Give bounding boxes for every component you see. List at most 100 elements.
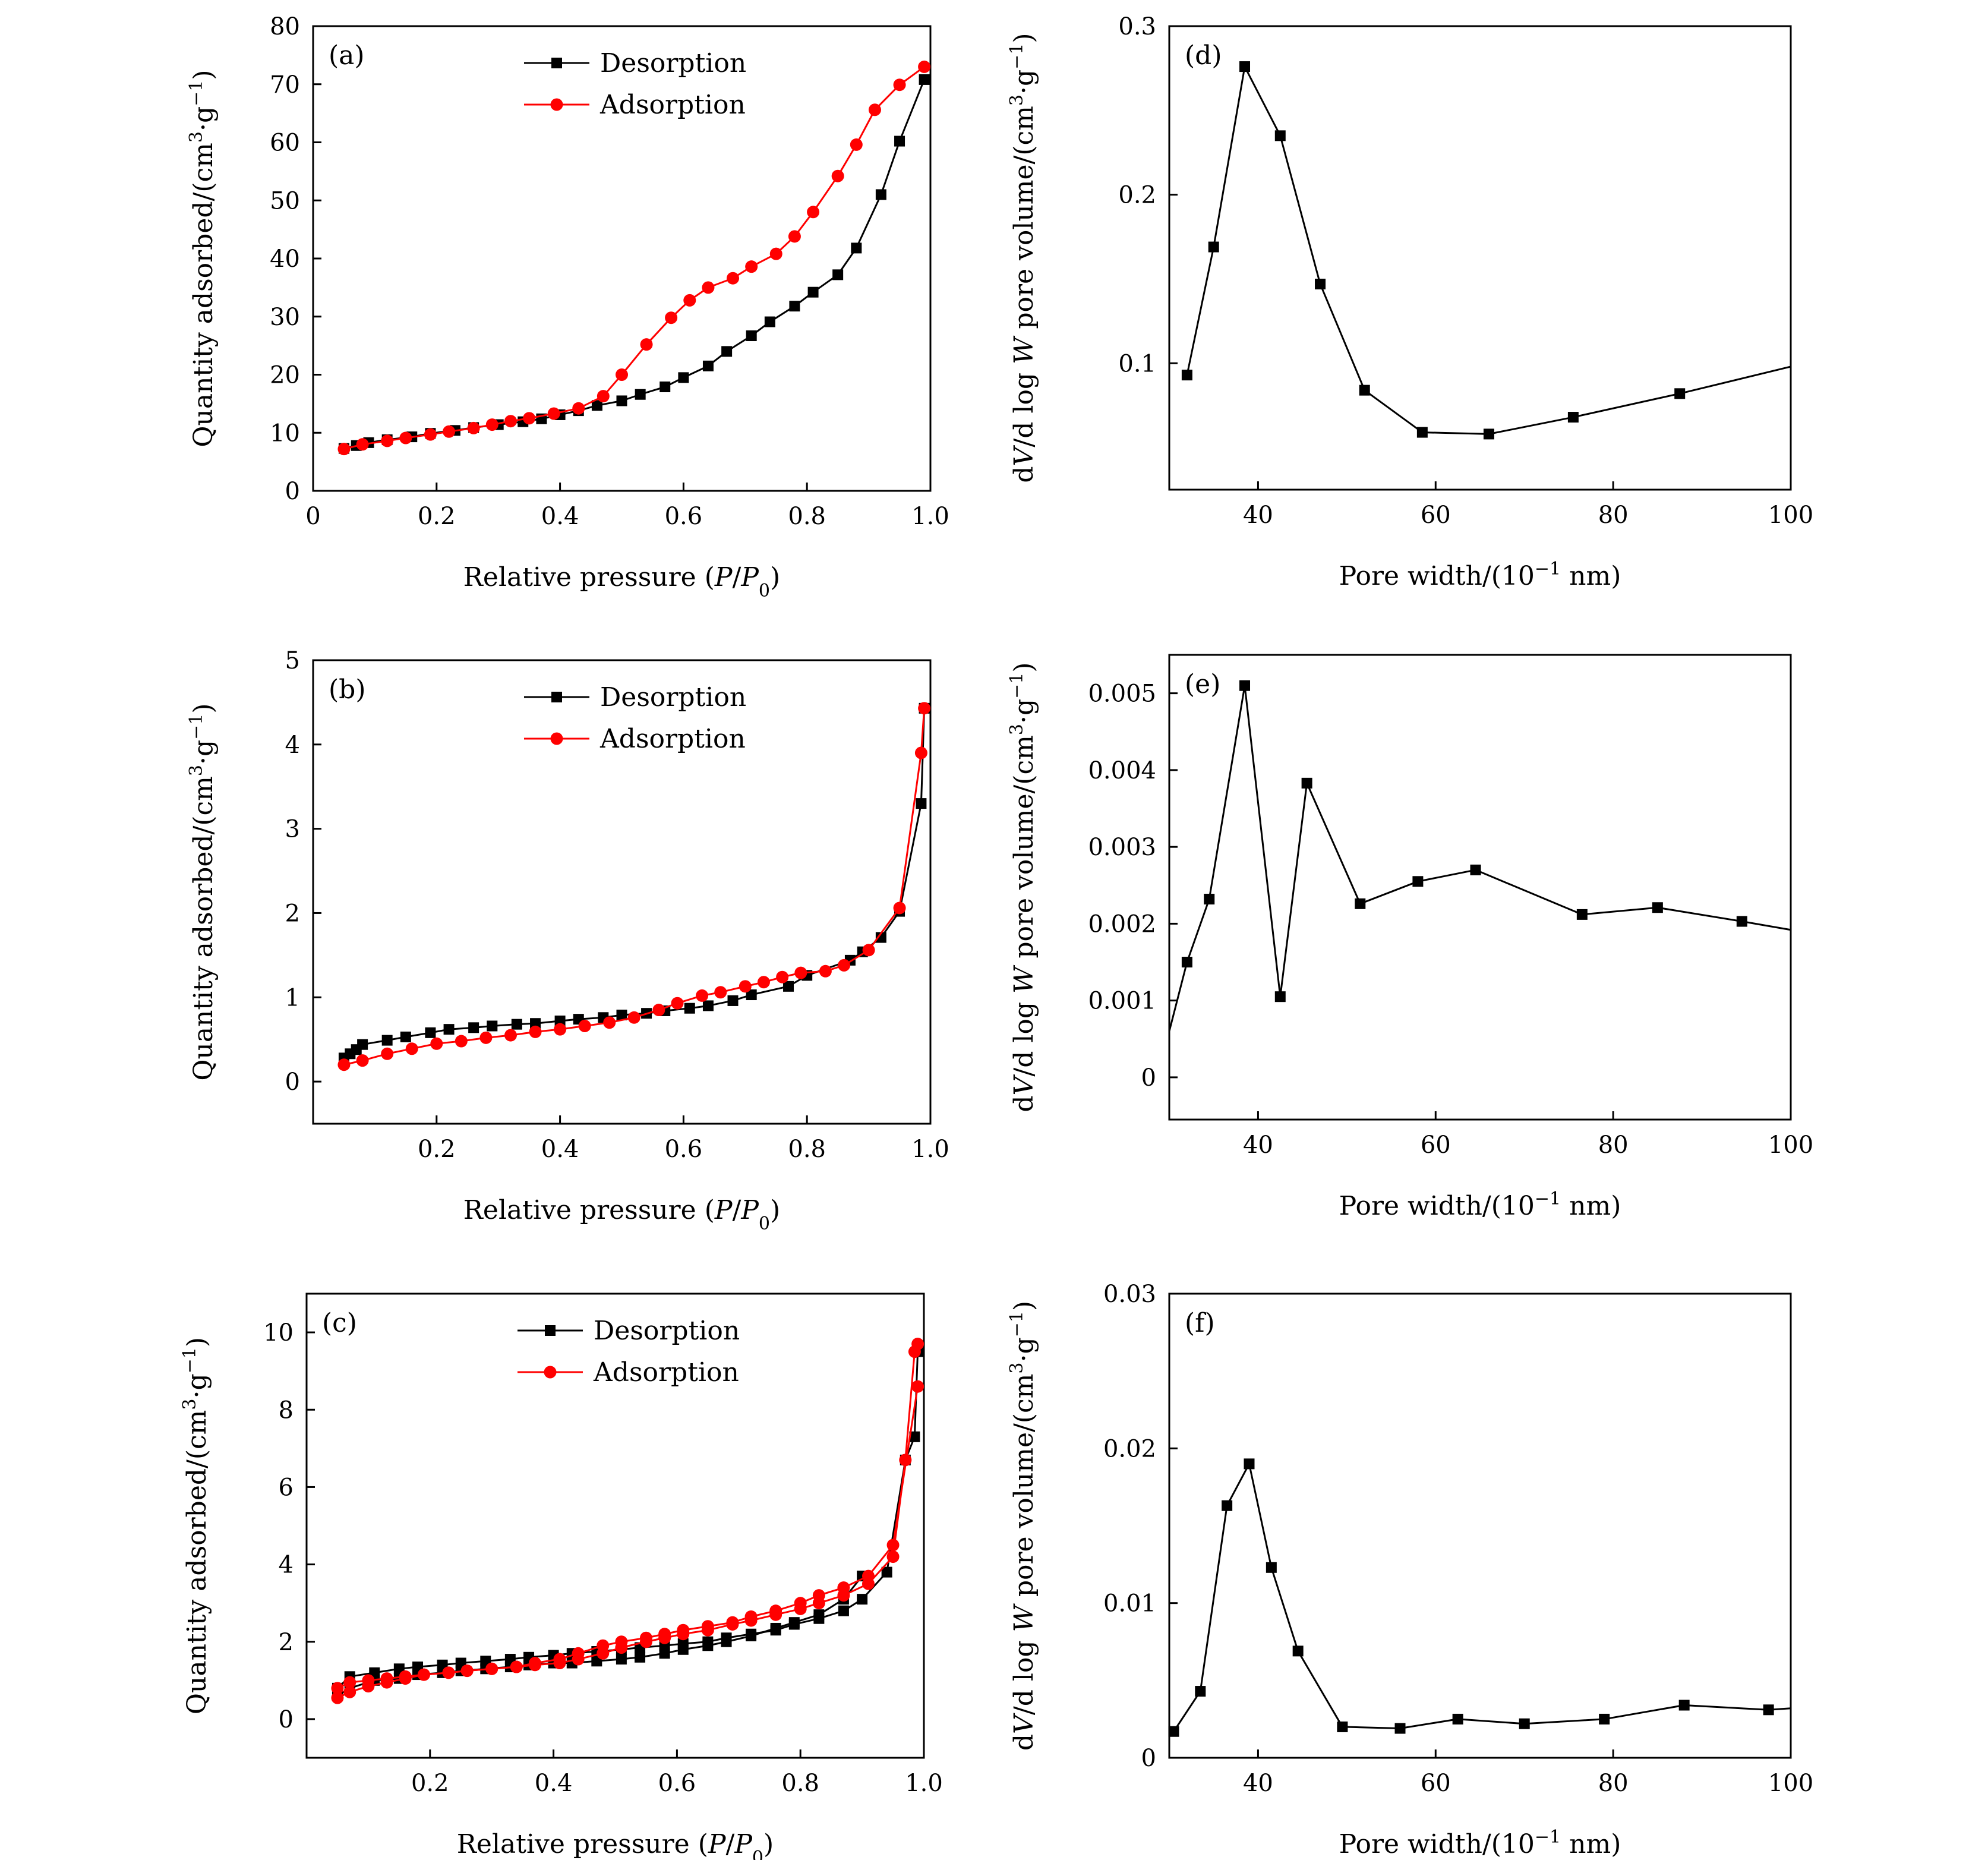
data-point — [886, 1539, 900, 1552]
data-point — [746, 989, 757, 1001]
series-line — [343, 708, 926, 1066]
series-adsorption — [337, 702, 931, 1071]
data-point — [591, 400, 602, 411]
data-point — [1416, 427, 1428, 438]
y-tick-label: 60 — [270, 130, 300, 157]
legend-swatch-marker — [551, 58, 562, 68]
data-point — [1763, 1704, 1774, 1716]
data-point — [1239, 61, 1251, 72]
data-point — [652, 1004, 665, 1017]
data-point — [1239, 680, 1251, 691]
data-point — [485, 418, 498, 431]
data-point — [1519, 1718, 1530, 1729]
data-point — [1195, 1686, 1206, 1697]
x-axis-title: Relative pressure (P/P0) — [457, 1829, 774, 1860]
data-point — [701, 1620, 714, 1633]
data-point — [417, 1668, 430, 1681]
series-adsorption — [337, 60, 931, 456]
data-point — [1470, 864, 1481, 875]
data-point — [356, 438, 369, 451]
series-adsorption — [331, 1338, 924, 1704]
data-point — [677, 1623, 690, 1637]
data-point — [616, 1654, 627, 1665]
y-tick-label: 10 — [270, 420, 300, 447]
data-point — [807, 286, 819, 298]
y-tick-label: 0 — [279, 1706, 294, 1733]
data-point — [745, 260, 758, 273]
x-tick-label: 0.6 — [658, 1770, 696, 1797]
y-axis-title: dV/d log W pore volume/(cm3·g−1) — [1006, 662, 1040, 1112]
y-tick-label: 0.01 — [1103, 1590, 1156, 1618]
y-tick-label: 0 — [1141, 1745, 1156, 1772]
y-tick-label: 50 — [270, 187, 300, 215]
data-point — [914, 746, 927, 759]
plot-frame — [1168, 25, 1792, 491]
legend-label: Desorption — [600, 48, 746, 78]
plot-frame — [1168, 1292, 1792, 1759]
x-tick-label: 80 — [1598, 1131, 1629, 1159]
x-tick-label: 0.2 — [411, 1770, 449, 1797]
data-point — [1394, 1723, 1406, 1734]
panel-label: (b) — [329, 674, 366, 705]
data-point — [399, 1670, 412, 1683]
data-point — [721, 346, 733, 357]
x-axis-title: Pore width/(10−1 nm) — [1339, 559, 1621, 592]
x-tick-label: 100 — [1768, 1131, 1813, 1159]
data-point — [1266, 1562, 1277, 1573]
data-point — [702, 360, 714, 371]
data-point — [851, 242, 862, 254]
data-point — [442, 1666, 455, 1679]
y-tick-label: 3 — [285, 816, 300, 843]
data-point — [1244, 1458, 1255, 1470]
series-line — [337, 1344, 919, 1699]
data-point — [918, 702, 931, 715]
legend: Desorption Adsorption — [517, 1316, 740, 1388]
data-point — [331, 1691, 344, 1704]
x-tick-label: 0.8 — [788, 503, 826, 530]
data-point — [554, 1023, 567, 1036]
y-tick-label: 4 — [279, 1552, 294, 1579]
data-point — [1168, 1726, 1179, 1737]
y-tick-label: 70 — [270, 71, 300, 99]
x-tick-label: 0.2 — [418, 1136, 456, 1163]
data-point — [714, 986, 727, 999]
x-tick-label: 1.0 — [911, 503, 949, 530]
chart-panel-a: 0 0.2 0.4 0.6 0.8 1.0 0 10 20 30 40 50 60 70 80 (a) Rela… — [186, 13, 949, 601]
data-point — [639, 1631, 652, 1644]
chart-panel-d: 40 60 80 100 0.1 0.2 0.3 (d) Pore width/(10−1 nm… — [1006, 13, 1814, 591]
x-tick-label: 40 — [1243, 1770, 1273, 1797]
data-point — [1208, 241, 1219, 253]
x-tick-label: 0.6 — [665, 1136, 703, 1163]
data-point — [721, 1636, 732, 1647]
data-point — [746, 330, 757, 342]
data-point — [547, 407, 560, 420]
legend-swatch-marker — [544, 1366, 557, 1379]
series-line — [336, 1351, 919, 1689]
data-point — [868, 103, 881, 116]
data-point — [615, 1635, 628, 1648]
series-desorption — [338, 702, 930, 1064]
y-tick-label: 0.02 — [1103, 1435, 1156, 1462]
data-point — [572, 1647, 585, 1660]
data-point — [343, 1676, 356, 1689]
series-line — [1168, 680, 1791, 1032]
x-tick-label: 60 — [1421, 502, 1451, 529]
chart-panel-b: 0.2 0.4 0.6 0.8 1.0 0 1 2 3 4 5 (b) Relative pressur… — [186, 647, 949, 1234]
y-tick-label: 0.003 — [1088, 834, 1156, 861]
legend-label: Desorption — [600, 682, 746, 713]
data-point — [554, 1015, 566, 1026]
data-point — [727, 995, 739, 1006]
data-point — [893, 901, 906, 915]
series-line — [1186, 65, 1791, 435]
y-tick-label: 0.004 — [1088, 757, 1156, 784]
data-point — [640, 338, 653, 351]
data-point — [764, 316, 775, 327]
x-axis-title: Relative pressure (P/P0) — [463, 562, 780, 601]
data-point — [510, 1660, 523, 1673]
data-point — [443, 425, 456, 438]
plot-frame — [312, 659, 932, 1125]
x-tick-label: 60 — [1421, 1131, 1451, 1159]
data-point — [597, 1639, 610, 1652]
data-point — [425, 1027, 436, 1038]
data-point — [862, 1569, 875, 1582]
